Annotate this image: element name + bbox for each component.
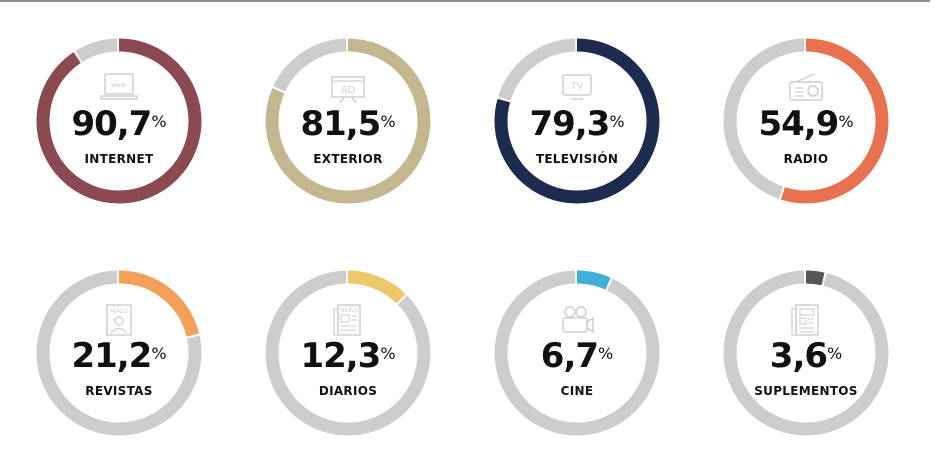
newspaper-icon: NEWS [333,304,361,336]
donut-ring [36,38,202,204]
donut-value-arc [36,38,202,204]
donut-ring [36,270,202,436]
svg-text:TV: TV [570,82,583,92]
tv-icon: TV [562,74,592,100]
donut-track [265,270,431,436]
radio-icon [789,73,823,101]
donut-value-arc [265,270,431,436]
donut-value-arc [494,270,660,436]
donut-ring [494,38,660,204]
percent-number: 90,7 [71,104,152,144]
donut-card-exterior: AD 81,5% EXTERIOR [263,36,433,206]
percent-sign: % [827,344,843,363]
svg-text:AD: AD [341,85,356,96]
donut-value-arc [494,38,660,204]
donut-card-internet: www. 90,7% INTERNET [34,36,204,206]
donut-ring [494,270,660,436]
donut-ring [265,270,431,436]
percent-number: 21,2 [71,336,152,376]
percent-number: 12,3 [300,336,381,376]
magazine-icon: MAGZ [106,304,132,336]
donut-track [36,270,202,436]
donut-value-arc [723,270,889,436]
donut-track [723,270,889,436]
donut-card-television: TV 79,3% TELEVISIÓN [492,36,662,206]
category-label: EXTERIOR [313,152,383,166]
ad-billboard-icon: AD [331,76,365,104]
percent-sign: % [598,344,614,363]
percent-sign: % [380,344,396,363]
percent-value: 12,3% [263,336,433,376]
supplement-icon [791,304,819,336]
percent-number: 54,9 [758,104,839,144]
donut-track [723,38,889,204]
category-label: SUPLEMENTOS [754,384,858,398]
percent-sign: % [380,112,396,131]
donut-ring [723,270,889,436]
category-label: DIARIOS [318,384,378,398]
top-divider [0,0,930,2]
donut-track [494,270,660,436]
donut-card-diarios: NEWS 12,3% DIARIOS [263,268,433,438]
donut-card-suplementos: 3,6% SUPLEMENTOS [721,268,891,438]
percent-sign: % [609,112,625,131]
svg-text:www.: www. [111,82,127,89]
percent-value: 6,7% [492,336,662,376]
percent-sign: % [838,112,854,131]
percent-sign: % [151,112,167,131]
category-label: CINE [560,384,594,398]
donut-value-arc [723,38,889,204]
percent-number: 81,5 [300,104,381,144]
donut-value-arc [36,270,202,436]
category-label: RADIO [783,152,829,166]
svg-text:NEWS: NEWS [340,307,358,314]
percent-value: 21,2% [34,336,204,376]
percent-value: 90,7% [34,104,204,144]
svg-text:MAGZ: MAGZ [110,308,128,315]
category-label: TELEVISIÓN [535,152,619,166]
www-monitor-icon: www. [100,73,138,100]
percent-value: 3,6% [721,336,891,376]
percent-number: 3,6 [769,336,828,376]
donut-ring [265,38,431,204]
donut-card-radio: 54,9% RADIO [721,36,891,206]
donut-value-arc [265,38,431,204]
donut-card-revistas: MAGZ 21,2% REVISTAS [34,268,204,438]
donut-card-cine: 6,7% CINE [492,268,662,438]
category-label: REVISTAS [85,384,153,398]
percent-value: 54,9% [721,104,891,144]
percent-sign: % [151,344,167,363]
movie-camera-icon [562,306,594,334]
percent-value: 79,3% [492,104,662,144]
donut-ring [723,38,889,204]
percent-number: 6,7 [540,336,599,376]
category-label: INTERNET [84,152,154,166]
percent-number: 79,3 [529,104,610,144]
percent-value: 81,5% [263,104,433,144]
